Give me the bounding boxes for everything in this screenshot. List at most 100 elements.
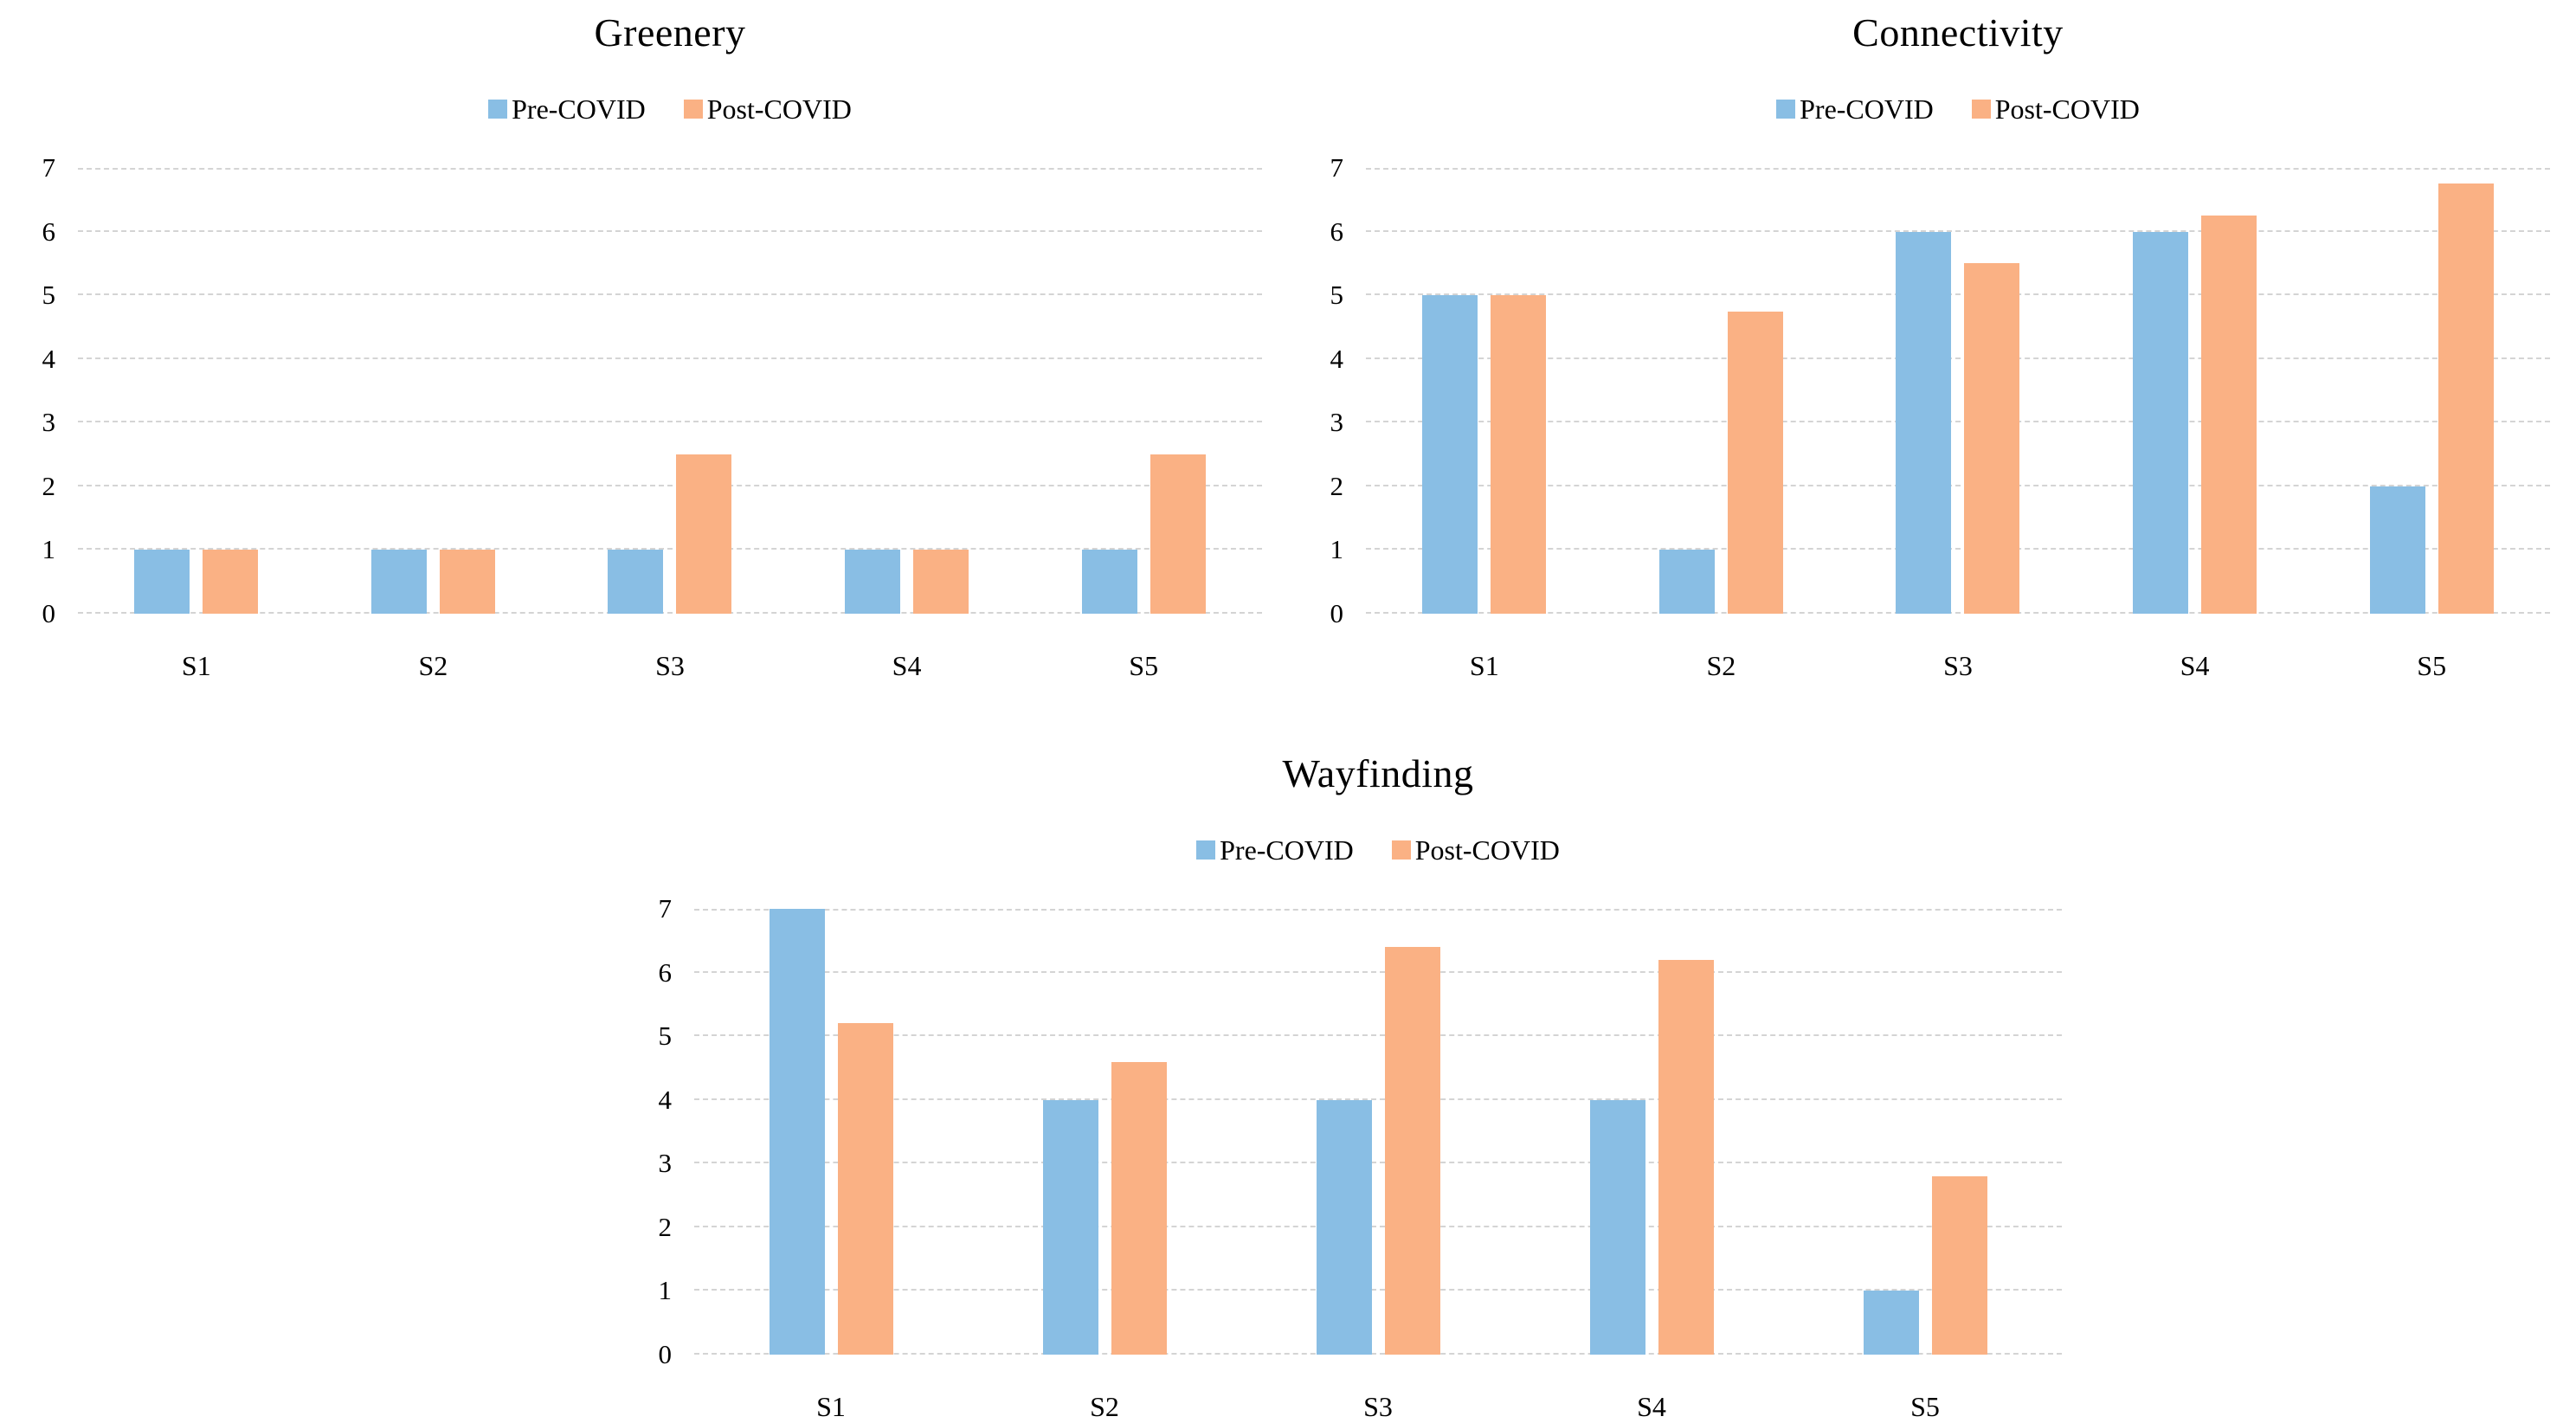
bar-pre-covid-s2 [1658, 550, 1715, 614]
bar-group-s4 [1515, 909, 1788, 1355]
bar-post-covid-s2 [1111, 1061, 1167, 1355]
chart-panel-greenery: Greenery Pre-COVID Post-COVID 0 1 2 3 4 5 6 7 S1… [0, 0, 1288, 718]
gridline-2 [1366, 484, 2550, 486]
chart-box: 0 1 2 3 4 5 6 7 [0, 154, 1288, 628]
bar-post-covid-s1 [1491, 295, 1547, 614]
plot-area [1366, 168, 2550, 614]
y-tick-label-0: 0 [1330, 598, 1344, 628]
bar-pre-covid-s3 [1896, 231, 1952, 614]
gridline-7 [78, 168, 1262, 170]
legend-item-pre-covid: Pre-COVID [1196, 834, 1354, 866]
y-tick-label-7: 7 [42, 152, 56, 183]
category-label-s4: S4 [892, 650, 922, 681]
category-label-s5: S5 [2417, 650, 2447, 681]
bar-pre-covid-s4 [845, 550, 901, 614]
bar-group-s5 [1025, 168, 1262, 614]
chart-title-greenery: Greenery [594, 10, 746, 55]
gridline-5 [1366, 293, 2550, 296]
plot-area [78, 168, 1262, 614]
bar-groups [78, 168, 1262, 614]
category-label-s2: S2 [418, 650, 448, 681]
bar-group-s4 [789, 168, 1026, 614]
bar-group-s1 [78, 168, 315, 614]
y-tick-label-6: 6 [658, 956, 673, 988]
bar-post-covid-s2 [1727, 311, 1783, 614]
x-axis: S1 S2 S3 S4 S5 [1366, 650, 2550, 682]
bar-group-s1 [1366, 168, 1603, 614]
legend-label-post-covid: Post-COVID [1994, 93, 2140, 125]
bar-group-s4 [2077, 168, 2314, 614]
chart-header: Connectivity Pre-COVID Post-COVID [1366, 0, 2550, 125]
y-tick-label-6: 6 [1330, 216, 1344, 247]
gridline-6 [694, 970, 2062, 973]
gridline-4 [1366, 357, 2550, 359]
bar-post-covid-s2 [439, 550, 495, 614]
y-tick-label-2: 2 [42, 470, 56, 501]
gridline-0 [78, 612, 1262, 614]
legend-item-post-covid: Post-COVID [1391, 834, 1560, 866]
chart-header: Greenery Pre-COVID Post-COVID [78, 0, 1262, 125]
bar-group-s5 [1788, 909, 2062, 1355]
y-tick-label-1: 1 [1330, 534, 1344, 565]
bar-group-s5 [2313, 168, 2550, 614]
legend-label-post-covid: Post-COVID [1414, 834, 1560, 866]
y-axis: 0 1 2 3 4 5 6 7 [0, 154, 78, 628]
gridline-5 [78, 293, 1262, 296]
bar-post-covid-s3 [676, 454, 732, 614]
category-label-s1: S1 [816, 1391, 846, 1422]
bar-pre-covid-s4 [2133, 231, 2189, 614]
gridline-2 [694, 1225, 2062, 1227]
category-label-s2: S2 [1090, 1391, 1119, 1422]
bar-post-covid-s4 [2201, 216, 2257, 614]
legend-label-pre-covid: Pre-COVID [1220, 834, 1354, 866]
bar-group-s3 [551, 168, 789, 614]
top-charts-row: Greenery Pre-COVID Post-COVID 0 1 2 3 4 5 6 7 S1… [0, 0, 2550, 718]
legend-swatch-icon-post-covid [683, 100, 703, 119]
gridline-6 [78, 229, 1262, 232]
legend-swatch-icon-post-covid [1971, 100, 1991, 119]
legend-swatch-icon-pre-covid [1196, 840, 1216, 860]
bar-groups [694, 909, 2062, 1355]
y-tick-label-3: 3 [658, 1148, 673, 1179]
y-tick-label-7: 7 [1330, 152, 1344, 183]
gridline-5 [694, 1034, 2062, 1037]
bar-pre-covid-s4 [1589, 1099, 1645, 1355]
bar-pre-covid-s5 [2369, 486, 2425, 614]
bar-pre-covid-s1 [134, 550, 190, 614]
x-axis: S1 S2 S3 S4 S5 [694, 1391, 2062, 1423]
bar-post-covid-s5 [1150, 454, 1206, 614]
legend-item-pre-covid: Pre-COVID [1776, 93, 1934, 125]
x-axis: S1 S2 S3 S4 S5 [78, 650, 1262, 682]
y-tick-label-4: 4 [42, 343, 56, 374]
bar-pre-covid-s1 [769, 909, 825, 1355]
legend-swatch-icon-pre-covid [1776, 100, 1796, 119]
bar-pre-covid-s3 [608, 550, 664, 614]
chart-header: Wayfinding Pre-COVID Post-COVID [694, 718, 2062, 866]
legend-label-post-covid: Post-COVID [706, 93, 852, 125]
bar-pre-covid-s1 [1422, 295, 1478, 614]
bar-pre-covid-s5 [1081, 550, 1137, 614]
bar-post-covid-s5 [2438, 184, 2494, 614]
y-tick-label-1: 1 [658, 1275, 673, 1306]
y-tick-label-7: 7 [658, 893, 673, 924]
category-label-s4: S4 [1637, 1391, 1666, 1422]
bar-group-s2 [315, 168, 552, 614]
bar-post-covid-s4 [1658, 959, 1714, 1355]
plot-area [694, 909, 2062, 1355]
legend-item-pre-covid: Pre-COVID [488, 93, 646, 125]
y-tick-label-2: 2 [1330, 470, 1344, 501]
y-tick-label-3: 3 [1330, 407, 1344, 438]
y-tick-label-4: 4 [1330, 343, 1344, 374]
gridline-1 [78, 548, 1262, 551]
legend-swatch-icon-pre-covid [488, 100, 508, 119]
y-tick-label-5: 5 [658, 1021, 673, 1052]
chart-title-wayfinding: Wayfinding [1282, 751, 1474, 795]
y-tick-label-0: 0 [42, 598, 56, 628]
legend-item-post-covid: Post-COVID [1971, 93, 2140, 125]
bar-post-covid-s1 [203, 550, 259, 614]
bar-group-s3 [1241, 909, 1515, 1355]
y-tick-label-0: 0 [658, 1339, 673, 1369]
gridline-1 [1366, 548, 2550, 551]
bar-pre-covid-s5 [1863, 1291, 1919, 1355]
y-tick-label-5: 5 [1330, 280, 1344, 311]
